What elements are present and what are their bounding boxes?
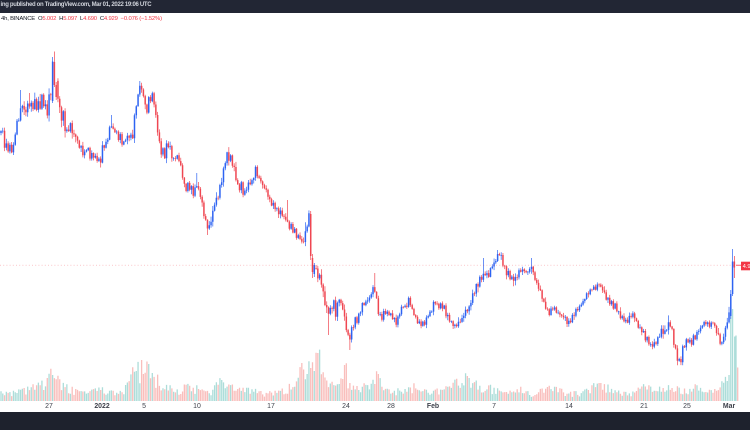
svg-text:4.929: 4.929 bbox=[743, 264, 750, 270]
